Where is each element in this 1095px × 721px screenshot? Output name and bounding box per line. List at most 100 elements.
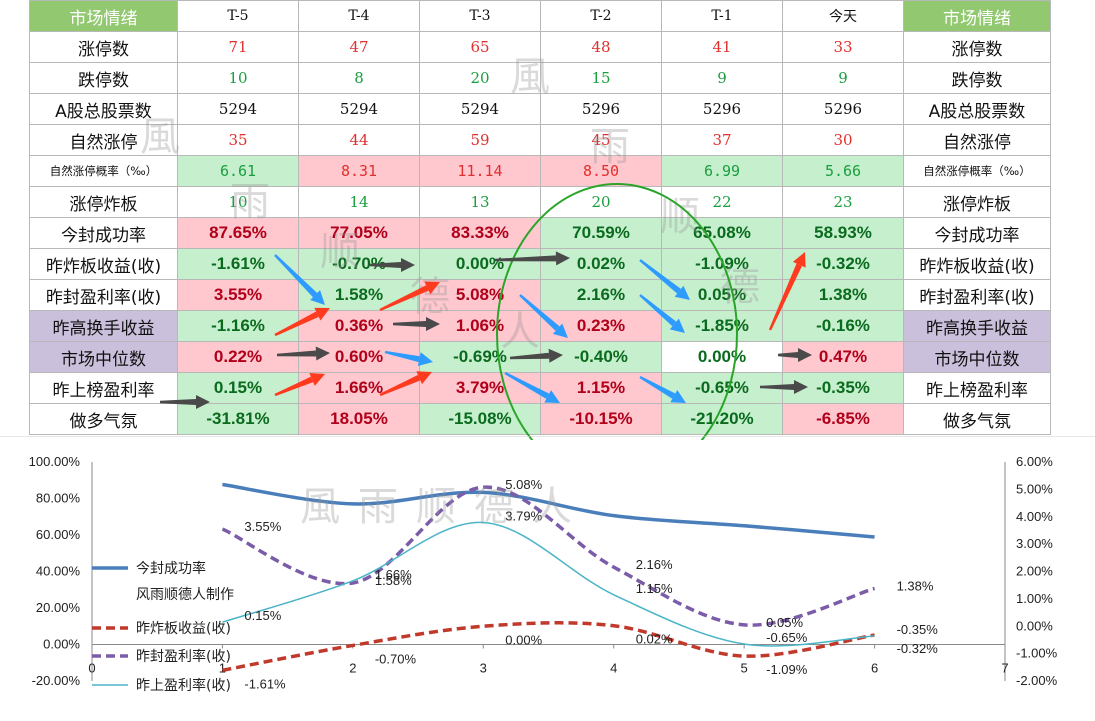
x-tick-label: 3: [480, 661, 487, 676]
row-label: 自然涨停概率（‰）: [29, 155, 178, 187]
table-cell: 0.02%: [540, 248, 662, 280]
row-label-right: A股总股票数: [903, 93, 1051, 125]
legend-item: 昨炸板收益(收): [136, 621, 231, 637]
blue-arrow: [639, 294, 685, 333]
watermark-char: 顺: [320, 229, 360, 275]
data-label: -0.32%: [897, 641, 939, 656]
table-cell: -1.09%: [661, 248, 783, 280]
table-cell: 9: [661, 62, 783, 94]
data-label: 0.15%: [244, 608, 281, 623]
series-line: [222, 482, 875, 539]
table-cell: 65: [419, 31, 541, 63]
table-cell: -0.16%: [782, 310, 904, 342]
row-label: A股总股票数: [29, 93, 178, 125]
line-chart: -20.00%0.00%20.00%40.00%60.00%80.00%100.…: [0, 436, 1095, 694]
row-label-right: 昨封盈利率(收): [903, 279, 1051, 311]
legend-item: 昨封盈利率(收): [136, 648, 231, 665]
table-cell: 5294: [177, 93, 299, 125]
table-row: 昨高换手收益 -1.16% 0.36% 1.06% 0.23% -1.85% -0.16% 昨…: [29, 310, 1051, 342]
black-arrow: [370, 258, 415, 272]
column-header: T-1: [661, 0, 783, 32]
table-row: 做多气氛 -31.81% 18.05% -15.08% -10.15% -21.20% -6…: [29, 403, 1051, 435]
table-row: 自然涨停 35 44 59 45 37 30 自然涨停: [29, 124, 1051, 156]
data-label: -1.61%: [244, 676, 286, 691]
table-cell: 18.05%: [298, 403, 420, 435]
series-line: [222, 521, 875, 647]
table-cell: 22: [661, 186, 783, 218]
y-right-tick-label: 3.00%: [1016, 536, 1053, 551]
table-cell: 44: [298, 124, 420, 156]
x-tick-label: 7: [1001, 661, 1008, 676]
row-label: 跌停数: [29, 62, 178, 94]
table-cell: 0.00%: [419, 248, 541, 280]
y-left-tick-label: 40.00%: [36, 564, 81, 579]
row-label-right: 昨高换手收益: [903, 310, 1051, 342]
y-left-tick-label: 20.00%: [36, 600, 81, 615]
row-label: 昨封盈利率(收): [29, 279, 178, 311]
x-tick-label: 6: [871, 661, 878, 676]
table-cell: 6.61: [177, 155, 299, 187]
y-right-tick-label: 2.00%: [1016, 564, 1053, 579]
legend-item: 昨上盈利率(收): [136, 677, 231, 694]
watermark-char: 雨: [230, 179, 270, 225]
watermark-char: 風: [510, 54, 550, 100]
table-cell: 59: [419, 124, 541, 156]
highlight-circle: [496, 183, 738, 440]
table-row: 昨炸板收益(收) -1.61% -0.70% 0.00% 0.02% -1.09% -0.3…: [29, 248, 1051, 280]
red-arrow: [274, 307, 330, 337]
black-arrow: [393, 317, 440, 331]
column-header: T-2: [540, 0, 662, 32]
table-cell: 41: [661, 31, 783, 63]
data-label: -1.09%: [766, 662, 808, 677]
table-cell: -0.40%: [540, 341, 662, 373]
row-label: 市场中位数: [29, 341, 178, 373]
data-label: 1.66%: [375, 567, 412, 582]
table-cell: 13: [419, 186, 541, 218]
row-label: 自然涨停: [29, 124, 178, 156]
table-cell: 23: [782, 186, 904, 218]
watermark-char: 雨: [590, 124, 630, 170]
table-cell: 3.79%: [419, 372, 541, 404]
row-label-right: 做多气氛: [903, 403, 1051, 435]
data-label: -0.35%: [897, 622, 939, 637]
black-arrow: [778, 348, 812, 362]
data-label: 0.02%: [636, 632, 673, 647]
table-cell: -0.69%: [419, 341, 541, 373]
table-row: A股总股票数 5294 5294 5294 5296 5296 5296 A股总股票数: [29, 93, 1051, 125]
y-right-tick-label: 1.00%: [1016, 591, 1053, 606]
table-cell: 5294: [419, 93, 541, 125]
watermark-char: 顺: [660, 194, 700, 240]
row-label: 做多气氛: [29, 403, 178, 435]
table-cell: -1.16%: [177, 310, 299, 342]
table-cell: 45: [540, 124, 662, 156]
table-cell: 5294: [298, 93, 420, 125]
watermark-char: 風: [140, 114, 180, 160]
row-label-right: 涨停炸板: [903, 186, 1051, 218]
table-cell: 35: [177, 124, 299, 156]
x-tick-label: 4: [610, 661, 617, 676]
table-cell: 15: [540, 62, 662, 94]
blue-arrow: [504, 371, 560, 403]
y-right-tick-label: 6.00%: [1016, 454, 1053, 469]
data-label: 0.05%: [766, 615, 803, 630]
legend-item: 今封成功率: [136, 560, 206, 577]
table-cell: -31.81%: [177, 403, 299, 435]
table-cell: 5296: [661, 93, 783, 125]
column-header: 今天: [782, 0, 904, 32]
table-cell: 71: [177, 31, 299, 63]
blue-arrow: [639, 259, 690, 300]
series-line: [221, 485, 876, 627]
data-label: 5.08%: [505, 477, 542, 492]
column-header: T-4: [298, 0, 420, 32]
y-right-tick-label: 5.00%: [1016, 481, 1053, 496]
table-cell: 8.31: [298, 155, 420, 187]
table-cell: -10.15%: [540, 403, 662, 435]
legend-credit: 风雨顺德人制作: [136, 587, 234, 603]
data-label: -0.70%: [375, 651, 417, 666]
table-cell: 11.14: [419, 155, 541, 187]
y-left-tick-label: 80.00%: [36, 491, 81, 506]
row-label-right: 涨停数: [903, 31, 1051, 63]
data-label: 2.16%: [636, 557, 673, 572]
y-left-tick-label: -20.00%: [32, 673, 81, 688]
